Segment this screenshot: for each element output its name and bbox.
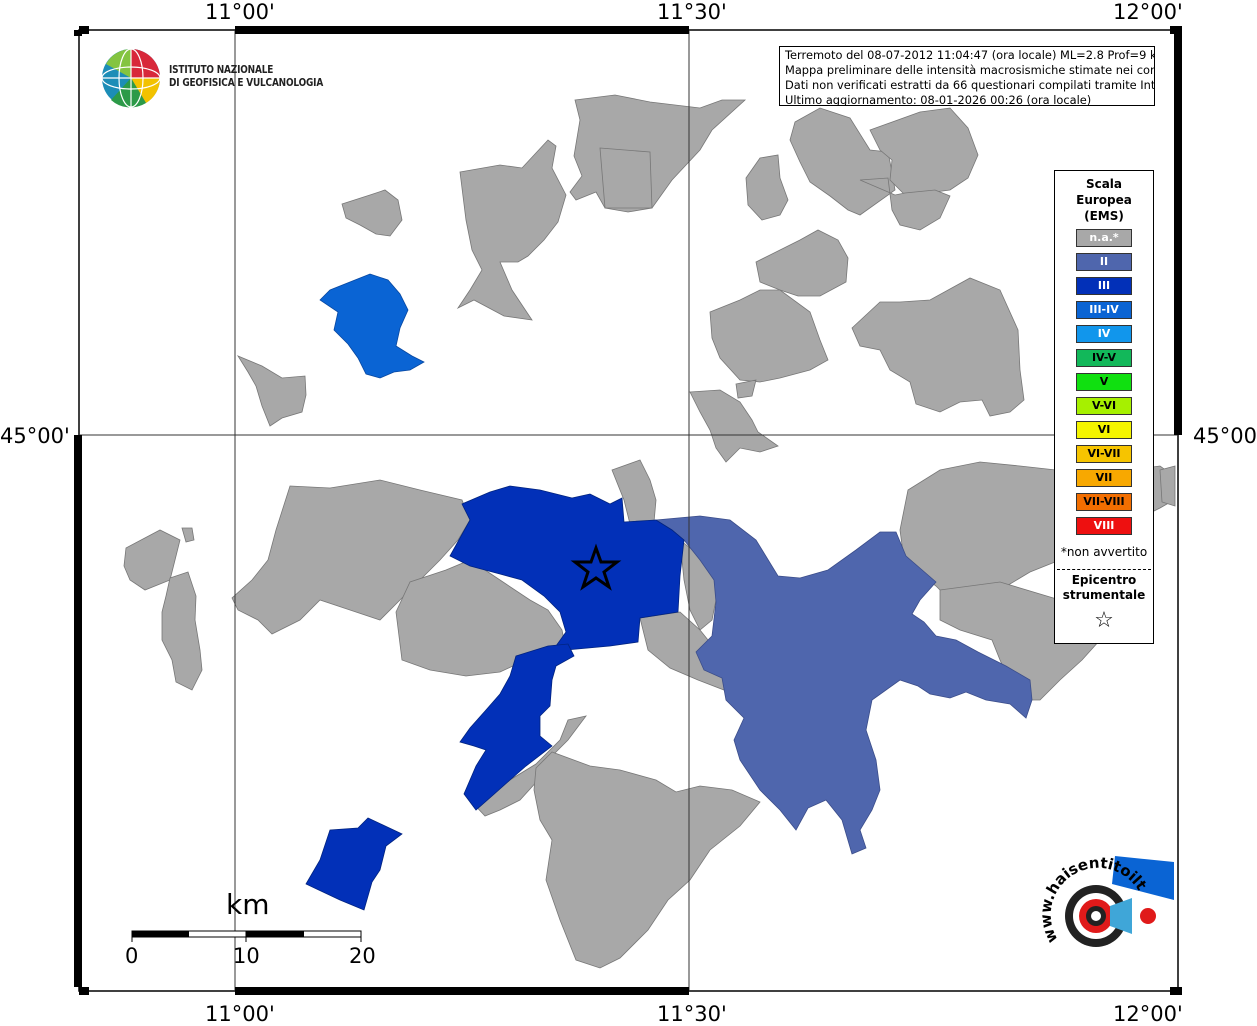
legend-item: VII <box>1076 469 1132 487</box>
scale-tick-label: 10 <box>233 944 260 968</box>
legend-item: III <box>1076 277 1132 295</box>
institute-line2: DI GEOFISICA E VULCANOLOGIA <box>169 77 324 89</box>
scale-tick-label: 20 <box>349 944 376 968</box>
bottom-longitude-label: 11°30' <box>657 1002 727 1026</box>
bottom-longitude-label: 12°00' <box>1113 1002 1183 1026</box>
epicentre-star <box>570 543 622 591</box>
bottom-longitude-label: 11°00' <box>205 1002 275 1026</box>
legend-item: n.a.* <box>1076 229 1132 247</box>
legend-item: V-VI <box>1076 397 1132 415</box>
region-ems-ii <box>654 515 1033 855</box>
legend-item: VI-VII <box>1076 445 1132 463</box>
municipalities-not-available <box>123 94 1176 969</box>
legend-item: VI <box>1076 421 1132 439</box>
legend-epicentre-line2: strumentale <box>1062 588 1146 602</box>
earthquake-info-box: Terremoto del 08-07-2012 11:04:47 (ora l… <box>779 46 1155 106</box>
frame-ticks <box>74 26 1182 995</box>
legend-epicentre-line1: Epicentro <box>1071 573 1137 587</box>
legend-title-line2: Europea <box>1076 193 1132 207</box>
legend-item: IV-V <box>1076 349 1132 367</box>
scale-bar <box>131 930 362 942</box>
top-longitude-label: 11°30' <box>657 0 727 24</box>
legend-item: III-IV <box>1076 301 1132 319</box>
legend-item: VIII <box>1076 517 1132 535</box>
info-line4: Ultimo aggiornamento: 08-01-2026 00:26 (… <box>785 93 1092 106</box>
info-line2: Mappa preliminare delle intensità macros… <box>785 63 1155 77</box>
ingv-logo-icon <box>101 48 161 108</box>
ems-legend: Scala Europea (EMS) *non avvertito Epice… <box>1054 170 1154 644</box>
legend-item: II <box>1076 253 1132 271</box>
top-longitude-label: 11°00' <box>205 0 275 24</box>
legend-title-line3: (EMS) <box>1084 209 1124 223</box>
legend-divider <box>1057 569 1151 570</box>
info-line1: Terremoto del 08-07-2012 11:04:47 (ora l… <box>785 48 1155 62</box>
info-line3: Dati non verificati estratti da 66 quest… <box>785 78 1155 92</box>
scale-unit: km <box>226 888 270 921</box>
legend-note: *non avvertito <box>1060 545 1148 559</box>
legend-item: IV <box>1076 325 1132 343</box>
legend-star-icon: ☆ <box>1094 608 1114 633</box>
right-latitude-label: 45°00' <box>1193 424 1257 448</box>
scale-tick-label: 0 <box>125 944 139 968</box>
institute-line1: ISTITUTO NAZIONALE <box>169 64 274 76</box>
legend-title: Scala Europea (EMS) <box>1055 176 1153 224</box>
legend-epicentre-label: Epicentro strumentale <box>1055 573 1153 603</box>
institute-name: ISTITUTO NAZIONALE DI GEOFISICA E VULCAN… <box>169 64 323 90</box>
legend-item: VII-VIII <box>1076 493 1132 511</box>
region-ems-iii <box>305 485 685 911</box>
legend-item: V <box>1076 373 1132 391</box>
graticule <box>79 30 1178 991</box>
top-longitude-label: 12°00' <box>1113 0 1183 24</box>
legend-title-line1: Scala <box>1085 177 1123 191</box>
left-latitude-label: 45°00' <box>0 424 70 448</box>
region-ems-iii-iv <box>319 273 425 379</box>
